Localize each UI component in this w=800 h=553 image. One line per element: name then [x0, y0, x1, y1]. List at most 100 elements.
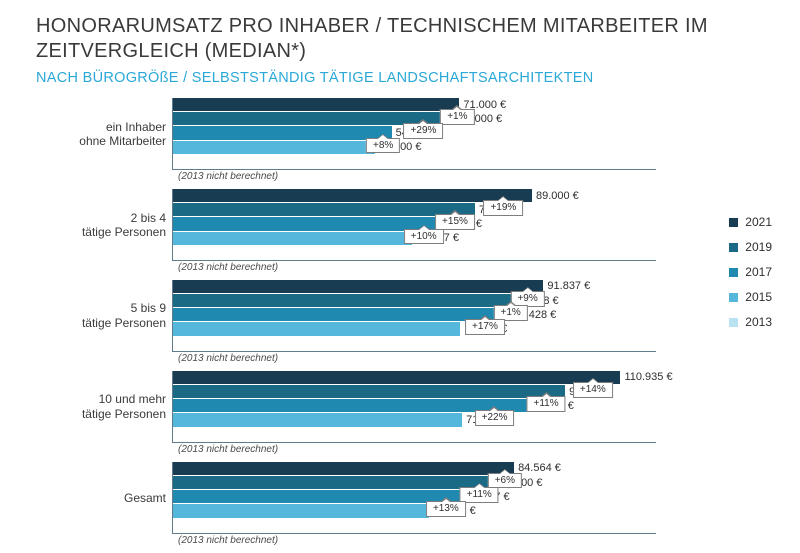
- bar-row: [173, 519, 656, 532]
- group-label-line: 5 bis 9: [131, 301, 166, 315]
- bar-group: 10 und mehrtätige Personen+14%110.935 €+…: [36, 371, 656, 455]
- bar-row: 80.000 €: [173, 476, 656, 489]
- legend-item: 2015: [729, 290, 772, 304]
- bar-row: 87.772 €: [173, 399, 656, 412]
- bar-row: 83.428 €: [173, 308, 656, 321]
- pct-badge: +19%: [483, 200, 523, 216]
- legend-swatch: [729, 243, 738, 252]
- bars-area: +1%71.000 €+29%70.000 €+8%54.200 €50.000…: [172, 98, 656, 170]
- legend-swatch: [729, 293, 738, 302]
- bar-row: 84.008 €: [173, 294, 656, 307]
- group-label-line: tätige Personen: [82, 407, 166, 421]
- bar-group: 5 bis 9tätige Personen+9%91.837 €+1%84.0…: [36, 280, 656, 364]
- bar: 89.000 €: [173, 189, 532, 202]
- bar: 71.000 €: [173, 98, 459, 111]
- pct-badge: +6%: [488, 473, 522, 489]
- chart-subtitle: NACH BÜROGRÖßE / SELBSTSTÄNDIG TÄTIGE LA…: [36, 70, 760, 86]
- pct-badge: +13%: [426, 501, 466, 517]
- bar: 74.830 €: [173, 203, 475, 216]
- bar-row: 63.462 €: [173, 504, 656, 517]
- pct-badge: +10%: [404, 229, 444, 245]
- bar-row: [173, 337, 656, 350]
- legend-swatch: [729, 318, 738, 327]
- bar-row: 74.830 €: [173, 203, 656, 216]
- bar: 83.428 €: [173, 308, 509, 321]
- bars-area: +19%89.000 €+15%74.830 €+10%65.000 €59.2…: [172, 189, 656, 261]
- bar-value-label: 91.837 €: [547, 280, 590, 292]
- bar-value-label: 110.935 €: [624, 371, 672, 383]
- group-label-line: tätige Personen: [82, 316, 166, 330]
- group-label: ein Inhaberohne Mitarbeiter: [36, 98, 172, 170]
- bar: 50.000 €: [173, 141, 375, 154]
- bar: 97.222 €: [173, 385, 565, 398]
- legend-label: 2015: [745, 290, 772, 304]
- legend-item: 2019: [729, 240, 772, 254]
- pct-badge: +15%: [435, 214, 475, 230]
- bar-row: [173, 155, 656, 168]
- pct-badge: +17%: [465, 319, 505, 335]
- bar: 63.462 €: [173, 504, 429, 517]
- group-label: 10 und mehrtätige Personen: [36, 371, 172, 443]
- legend-swatch: [729, 218, 738, 227]
- bar: 84.008 €: [173, 294, 512, 307]
- group-label: 5 bis 9tätige Personen: [36, 280, 172, 352]
- bars-area: +14%110.935 € +11%97.222 € +22%87.772 €71.…: [172, 371, 656, 443]
- legend-label: 2013: [745, 315, 772, 329]
- group-footnote: (2013 nicht berechnet): [178, 171, 656, 182]
- bar-chart: ein Inhaberohne Mitarbeiter+1%71.000 €+2…: [36, 98, 656, 553]
- bar-group: ein Inhaberohne Mitarbeiter +1%71.000 € +2…: [36, 98, 656, 182]
- bar-row: [173, 428, 656, 441]
- bar-value-label: 84.564 €: [518, 462, 561, 474]
- legend-label: 2019: [745, 240, 772, 254]
- pct-badge: +1%: [440, 109, 474, 125]
- bar: 54.200 €: [173, 126, 392, 139]
- group-footnote: (2013 nicht berechnet): [178, 535, 656, 546]
- pct-badge: +29%: [404, 123, 444, 139]
- bar-row: 71.258 €: [173, 322, 656, 335]
- pct-badge: +11%: [527, 396, 566, 412]
- bar: 80.000 €: [173, 476, 496, 489]
- pct-badge: +22%: [475, 410, 515, 426]
- bar-value-label: 89.000 €: [536, 190, 579, 202]
- legend-label: 2017: [745, 265, 772, 279]
- bar-row: 89.000 €: [173, 189, 656, 202]
- group-label-line: Gesamt: [124, 491, 166, 505]
- legend-item: 2013: [729, 315, 772, 329]
- bar-row: 71.857 €: [173, 490, 656, 503]
- chart-title: HONORARUMSATZ PRO INHABER / TECHNISCHEM …: [36, 14, 760, 64]
- bar: 110.935 €: [173, 371, 620, 384]
- group-label-line: ein Inhaber: [106, 120, 166, 134]
- pct-badge: +8%: [366, 138, 400, 154]
- legend-label: 2021: [745, 215, 772, 229]
- group-label-line: tätige Personen: [82, 225, 166, 239]
- bar: 84.564 €: [173, 462, 514, 475]
- bar: 91.837 €: [173, 280, 543, 293]
- bar-row: 71.676 €: [173, 413, 656, 426]
- bar-row: 91.837 €: [173, 280, 656, 293]
- bar-row: 50.000 €: [173, 141, 656, 154]
- group-label-line: ohne Mitarbeiter: [79, 134, 166, 148]
- group-footnote: (2013 nicht berechnet): [178, 444, 656, 455]
- pct-badge: +14%: [573, 382, 613, 398]
- group-label-line: 2 bis 4: [131, 211, 166, 225]
- legend-item: 2017: [729, 265, 772, 279]
- bar: 59.297 €: [173, 232, 412, 245]
- group-label: 2 bis 4tätige Personen: [36, 189, 172, 261]
- pct-badge: +11%: [460, 487, 499, 503]
- group-label-line: 10 und mehr: [99, 392, 166, 406]
- bar-group: Gesamt +6%84.564 € +11%80.000 € +13%71.857 …: [36, 462, 656, 546]
- bar: 71.676 €: [173, 413, 462, 426]
- pct-badge: +1%: [494, 305, 528, 321]
- bars-area: +6%84.564 € +11%80.000 € +13%71.857 €63.46…: [172, 462, 656, 534]
- bars-area: +9%91.837 €+1%84.008 €+17%83.428 €71.258…: [172, 280, 656, 352]
- bar-group: 2 bis 4tätige Personen+19%89.000 €+15%74…: [36, 189, 656, 273]
- legend-swatch: [729, 268, 738, 277]
- group-footnote: (2013 nicht berechnet): [178, 353, 656, 364]
- bar: 65.000 €: [173, 217, 435, 230]
- group-label: Gesamt: [36, 462, 172, 534]
- legend: 2021 2019 2017 2015 2013: [729, 215, 772, 340]
- bar: 71.857 €: [173, 490, 463, 503]
- group-footnote: (2013 nicht berechnet): [178, 262, 656, 273]
- bar: 71.258 €: [173, 322, 460, 335]
- legend-item: 2021: [729, 215, 772, 229]
